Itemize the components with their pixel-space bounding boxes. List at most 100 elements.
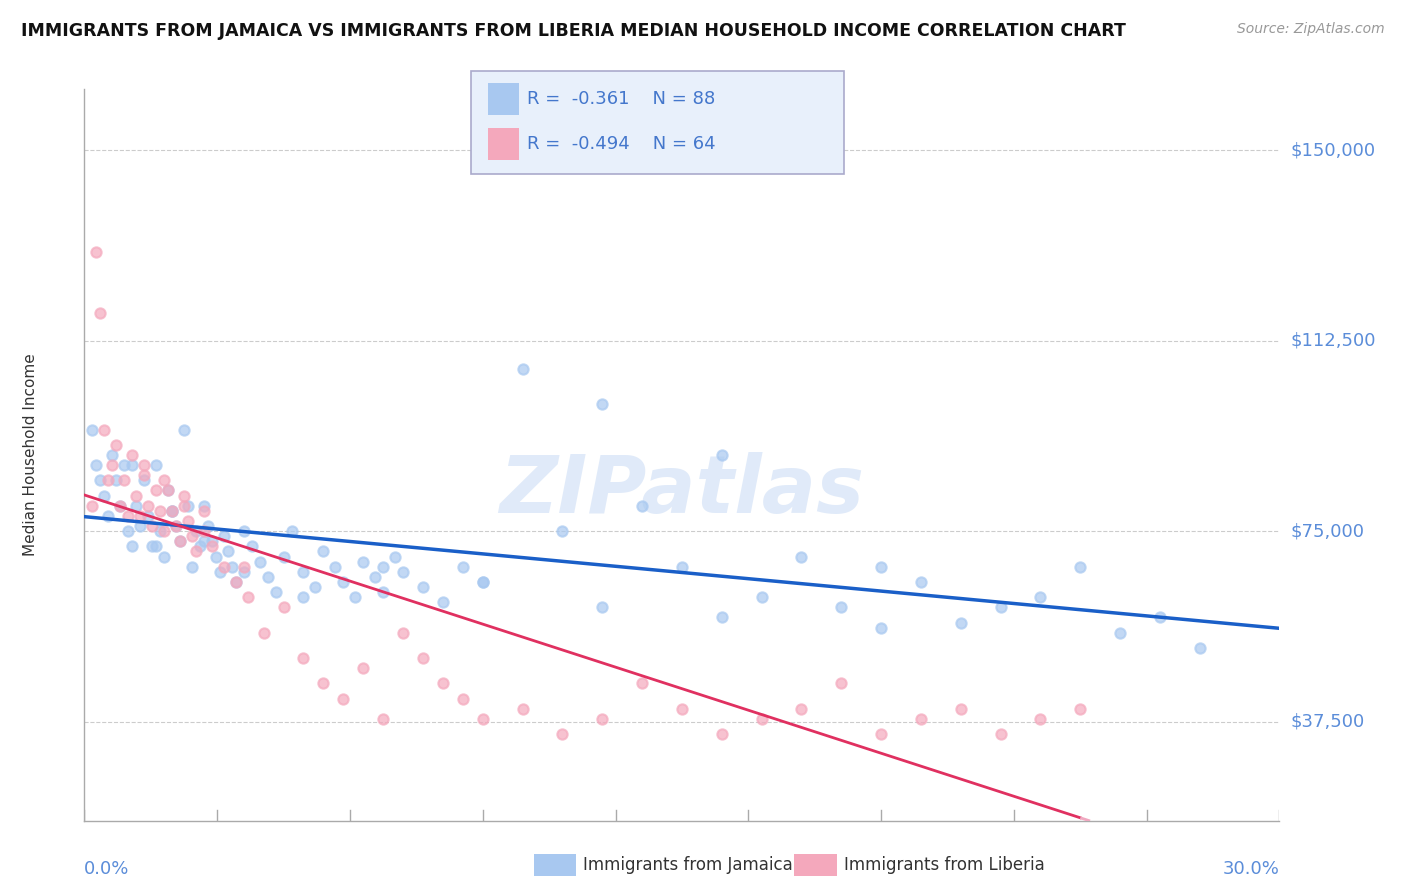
Point: [145, 458, 167, 472]
Point: [256, 570, 278, 584]
Text: 0.0%: 0.0%: [84, 860, 129, 878]
Point: [432, 676, 454, 690]
Point: [129, 508, 152, 523]
Text: $37,500: $37,500: [1291, 713, 1365, 731]
Point: [870, 559, 893, 574]
Point: [121, 458, 143, 472]
Point: [1188, 640, 1211, 655]
Point: [97, 473, 120, 487]
Point: [149, 524, 172, 538]
Point: [93, 489, 115, 503]
Point: [292, 565, 315, 579]
Point: [132, 468, 156, 483]
Point: [412, 651, 434, 665]
Point: [193, 499, 215, 513]
Point: [249, 555, 271, 569]
Point: [173, 499, 195, 513]
Point: [173, 489, 195, 503]
Point: [160, 504, 183, 518]
Point: [312, 544, 335, 558]
Point: [551, 524, 574, 538]
Point: [132, 458, 156, 472]
Point: [332, 574, 354, 589]
Point: [184, 544, 207, 558]
Point: [591, 600, 613, 615]
Point: [193, 534, 215, 549]
Point: [136, 508, 159, 523]
Point: [169, 534, 191, 549]
Point: [870, 727, 893, 741]
Point: [292, 590, 315, 604]
Point: [212, 529, 235, 543]
Point: [86, 244, 108, 259]
Point: [160, 504, 183, 518]
Point: [471, 574, 494, 589]
Text: $75,000: $75,000: [1291, 522, 1365, 541]
Point: [188, 539, 211, 553]
Point: [710, 610, 733, 624]
Point: [240, 539, 263, 553]
Point: [110, 499, 132, 513]
Point: [105, 473, 128, 487]
Point: [312, 676, 335, 690]
Point: [236, 590, 259, 604]
Point: [141, 539, 163, 553]
Point: [153, 524, 176, 538]
Point: [181, 529, 204, 543]
Point: [157, 483, 180, 498]
Point: [173, 423, 195, 437]
Point: [352, 661, 374, 675]
Point: [373, 585, 395, 599]
Point: [949, 615, 972, 630]
Point: [631, 499, 654, 513]
Text: IMMIGRANTS FROM JAMAICA VS IMMIGRANTS FROM LIBERIA MEDIAN HOUSEHOLD INCOME CORRE: IMMIGRANTS FROM JAMAICA VS IMMIGRANTS FR…: [21, 22, 1126, 40]
Point: [949, 702, 972, 716]
Point: [208, 565, 231, 579]
Point: [225, 574, 247, 589]
Text: ZIPatlas: ZIPatlas: [499, 452, 865, 531]
Point: [280, 524, 302, 538]
Point: [89, 306, 111, 320]
Point: [201, 534, 224, 549]
Point: [264, 585, 287, 599]
Point: [232, 524, 254, 538]
Point: [184, 524, 207, 538]
Point: [591, 397, 613, 411]
Point: [352, 555, 374, 569]
Text: Immigrants from Jamaica: Immigrants from Jamaica: [583, 856, 793, 874]
Point: [332, 691, 354, 706]
Point: [105, 438, 128, 452]
Point: [273, 600, 295, 615]
Point: [253, 625, 276, 640]
Point: [392, 565, 415, 579]
Point: [910, 574, 932, 589]
Point: [197, 519, 219, 533]
Point: [177, 514, 200, 528]
Point: [671, 702, 693, 716]
Point: [751, 590, 773, 604]
Point: [82, 499, 104, 513]
Point: [82, 423, 104, 437]
Point: [110, 499, 132, 513]
Point: [373, 559, 395, 574]
Point: [153, 549, 176, 564]
Point: [165, 519, 187, 533]
Point: [325, 559, 347, 574]
Point: [392, 625, 415, 640]
Point: [125, 489, 148, 503]
Point: [132, 473, 156, 487]
Point: [112, 458, 135, 472]
Point: [1069, 702, 1091, 716]
Point: [591, 712, 613, 726]
Text: $112,500: $112,500: [1291, 332, 1376, 350]
Point: [304, 580, 326, 594]
Point: [1109, 625, 1132, 640]
Point: [451, 559, 474, 574]
Point: [830, 600, 852, 615]
Point: [232, 559, 254, 574]
Point: [471, 712, 494, 726]
Point: [117, 508, 139, 523]
Point: [870, 621, 893, 635]
Point: [631, 676, 654, 690]
Point: [97, 508, 120, 523]
